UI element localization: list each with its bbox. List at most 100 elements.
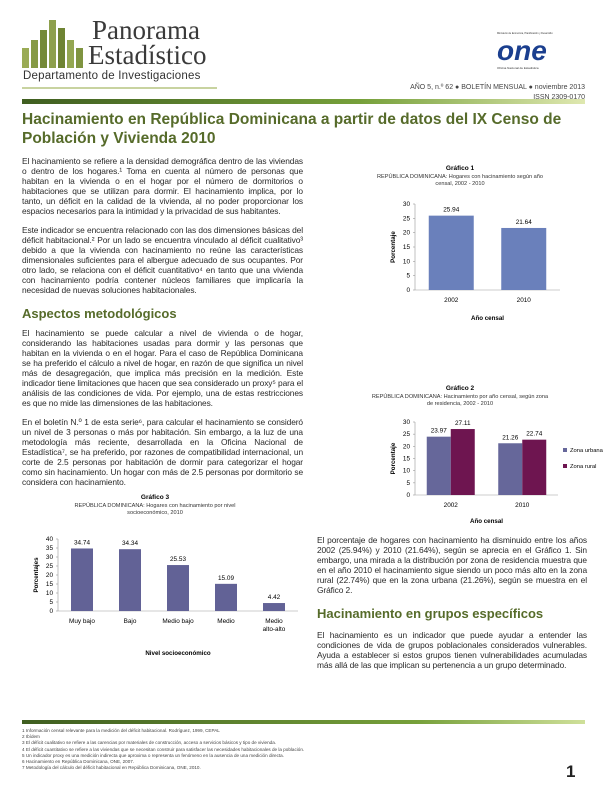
y-tick-label: 40	[46, 536, 54, 543]
legend-entry: Zona urbana	[570, 448, 604, 454]
chart-label: Gráfico 3	[141, 494, 170, 501]
y-tick-label: 15	[403, 244, 411, 251]
y-tick-label: 30	[46, 554, 54, 561]
paragraph: En el boletín N.º 1 de esta serie⁶, para…	[22, 417, 303, 487]
y-tick-label: 25	[403, 215, 411, 222]
y-tick-label: 30	[403, 419, 411, 426]
bar	[167, 565, 189, 611]
y-tick-label: 0	[406, 287, 410, 294]
bar	[263, 603, 285, 611]
bar	[215, 583, 237, 611]
issue-line: AÑO 5, n.º 62 ● BOLETÍN MENSUAL ● noviem…	[410, 84, 585, 91]
section-heading: Hacinamiento en grupos específicos	[317, 606, 544, 621]
bar	[498, 443, 523, 495]
x-axis-label: Nivel socioeconómico	[145, 650, 211, 657]
y-axis-label: Porcentaje	[390, 231, 397, 263]
y-tick-label: 15	[403, 456, 411, 463]
y-tick-label: 15	[46, 581, 54, 588]
y-tick-label: 25	[403, 431, 411, 438]
x-tick-label: Muy bajo	[69, 618, 95, 625]
paragraph: Este indicador se encuentra relacionado …	[22, 225, 303, 295]
bar	[428, 215, 474, 290]
paragraph: El hacinamiento se puede calcular a nive…	[22, 328, 303, 408]
y-tick-label: 5	[406, 480, 410, 487]
header-divider	[22, 99, 585, 104]
department-name: Departamento de Investigaciones	[23, 70, 201, 82]
paragraph: El porcentaje de hogares con hacinamient…	[317, 535, 587, 595]
data-label: 15.09	[218, 575, 234, 582]
x-tick-label: Medio	[217, 618, 235, 625]
footnote: 2 Ibídem	[22, 734, 40, 740]
logo-bars-icon	[22, 20, 83, 68]
one-logo: Ministerio de Economía, Planificación y …	[497, 32, 567, 76]
footnote: 3 El déficit cualitativo se refiere a la…	[22, 740, 277, 746]
footnotes: 1 Información censal relevante para la m…	[22, 728, 304, 771]
logo-text: one	[497, 35, 547, 66]
y-tick-label: 20	[403, 443, 411, 450]
chart-title: censal, 2002 - 2010	[435, 181, 484, 187]
data-label: 34.34	[122, 540, 138, 547]
footnote: 7 Metodología del cálculo del déficit ha…	[22, 765, 201, 771]
footnote: 1 Información censal relevante para la m…	[22, 728, 220, 733]
data-label: 25.94	[443, 207, 459, 214]
chart-label: Gráfico 2	[446, 385, 475, 392]
logo-top-text: Ministerio de Economía, Planificación y …	[497, 32, 553, 35]
chart-title: socioeconómico, 2010	[127, 510, 183, 516]
left-column: El hacinamiento se refiere a la densidad…	[22, 156, 303, 661]
bar	[71, 548, 93, 611]
y-tick-label: 35	[46, 545, 54, 552]
bar	[426, 436, 451, 495]
chart-title: REPÚBLICA DOMINICANA: Hogares con hacina…	[74, 502, 235, 509]
y-tick-label: 25	[46, 563, 54, 570]
page-number: 1	[566, 762, 576, 781]
data-label: 4.42	[268, 594, 281, 601]
bar	[522, 439, 547, 495]
legend-swatch	[563, 448, 567, 452]
x-tick-label: 2002	[444, 297, 459, 304]
chart-title: REPÚBLICA DOMINICANA: Hacinamiento por a…	[372, 393, 549, 400]
chart-title: REPÚBLICA DOMINICANA: Hogares con hacina…	[377, 173, 543, 180]
x-axis-label: Año censal	[470, 518, 503, 525]
y-axis-label: Porcentaje	[390, 442, 397, 474]
x-tick-label: Bajo	[124, 618, 137, 625]
data-label: 34.74	[74, 539, 90, 546]
footnote: 6 Hacinamiento en República Dominicana, …	[22, 759, 135, 765]
y-tick-label: 10	[403, 258, 411, 265]
x-tick-label: alto-alto	[263, 626, 286, 633]
brand-name-line2: Estadístico	[88, 40, 207, 70]
data-label: 27.11	[455, 420, 471, 427]
y-tick-label: 5	[406, 273, 410, 280]
section-heading: Aspectos metodológicos	[22, 306, 177, 321]
y-axis-label: Porcentajes	[33, 557, 40, 593]
y-tick-label: 20	[46, 572, 54, 579]
data-label: 23.97	[431, 428, 447, 435]
legend-swatch	[563, 464, 567, 468]
bar	[119, 549, 141, 611]
bar	[501, 227, 547, 290]
x-tick-label: Medio	[265, 618, 283, 625]
x-tick-label: Medio bajo	[162, 618, 194, 625]
x-axis-label: Año censal	[471, 315, 504, 322]
legend-entry: Zona rural	[570, 464, 596, 470]
issue-info: AÑO 5, n.º 62 ● BOLETÍN MENSUAL ● noviem…	[410, 83, 585, 103]
logo-caption: Oficina Nacional de Estadística	[497, 66, 539, 70]
data-label: 25.53	[170, 556, 186, 563]
data-label: 21.26	[502, 434, 518, 441]
right-column: El porcentaje de hogares con hacinamient…	[317, 535, 587, 670]
x-tick-label: 2002	[444, 502, 459, 509]
data-label: 21.64	[516, 219, 532, 226]
y-tick-label: 0	[406, 492, 410, 499]
chart-label: Gráfico 1	[446, 165, 475, 172]
footnote-divider	[22, 720, 585, 724]
issn: ISSN 2309-0170	[533, 94, 585, 101]
paragraph: El hacinamiento se refiere a la densidad…	[22, 156, 303, 216]
x-tick-label: 2010	[515, 502, 530, 509]
y-tick-label: 0	[49, 608, 53, 615]
y-tick-label: 10	[46, 590, 54, 597]
y-tick-label: 10	[403, 468, 411, 475]
page-title: Hacinamiento en República Dominicana a p…	[22, 111, 562, 147]
paragraph: El hacinamiento es un indicador que pued…	[317, 630, 587, 670]
bar	[450, 429, 475, 495]
